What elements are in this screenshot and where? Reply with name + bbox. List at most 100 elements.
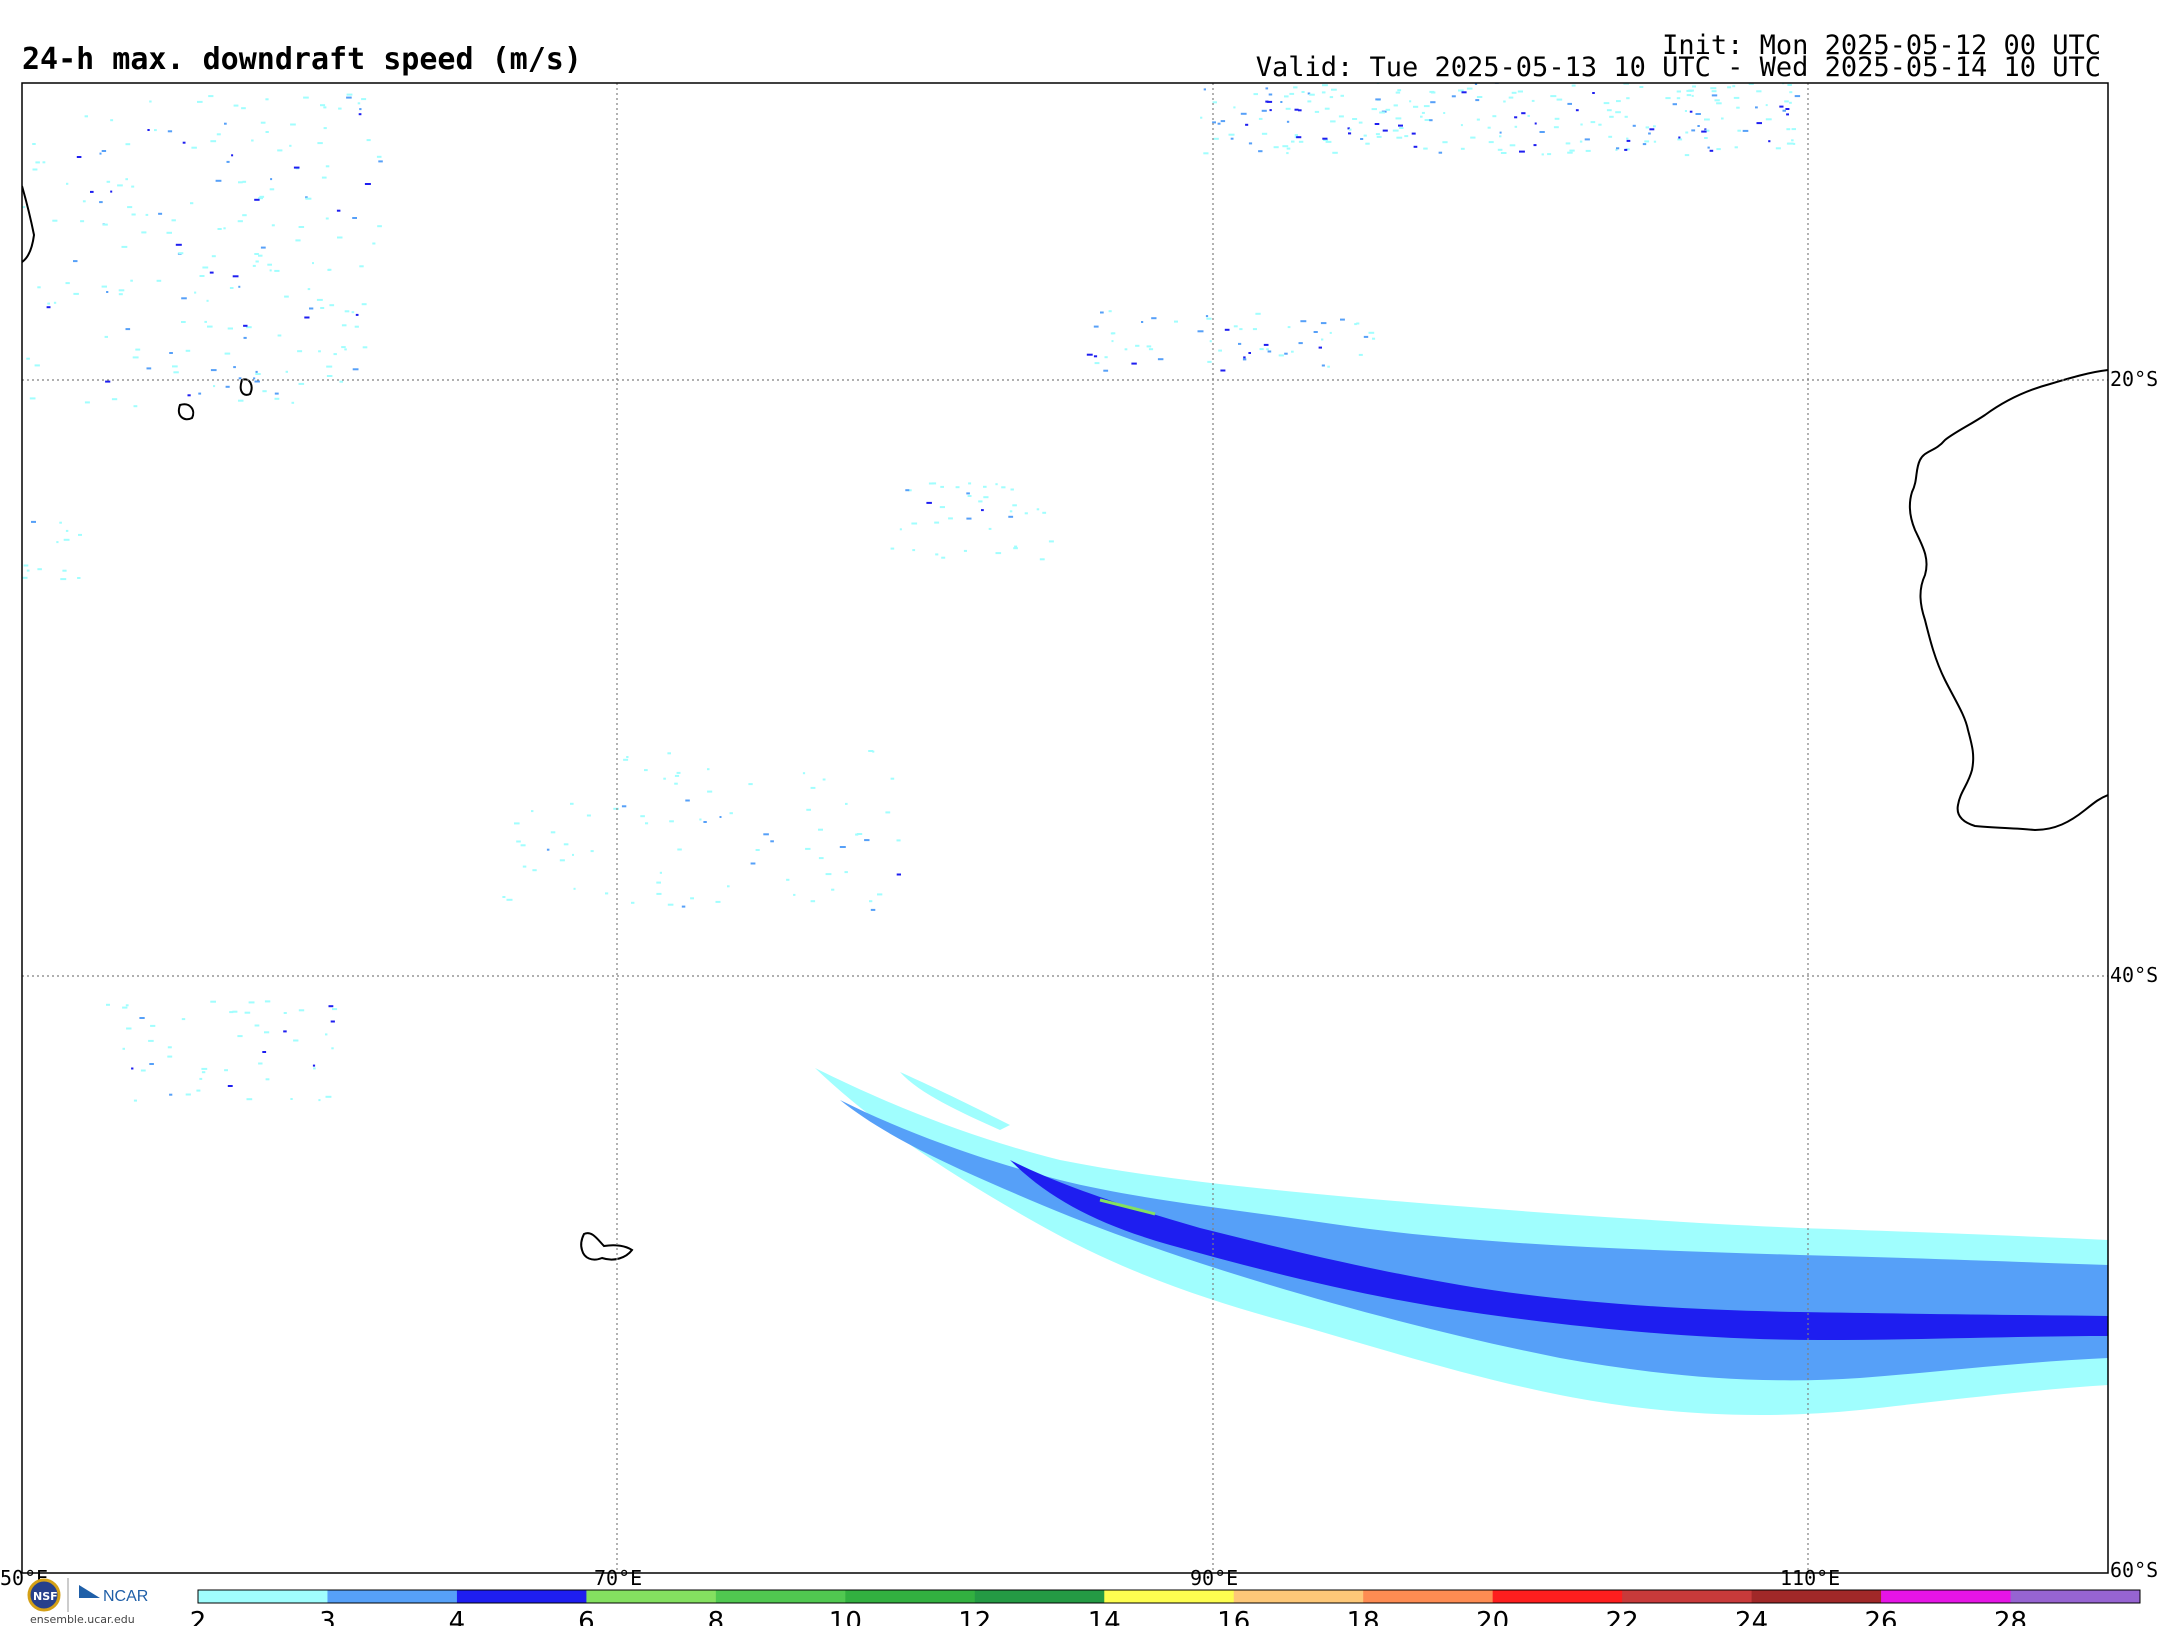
field-speckle [623, 758, 629, 761]
field-speckle [1779, 105, 1784, 108]
field-speckle [125, 328, 131, 331]
field-speckle [202, 266, 209, 269]
colorbar-tick-label: 2 [190, 1607, 207, 1626]
field-speckle [1704, 137, 1708, 139]
field-speckle [201, 1071, 206, 1074]
field-speckle [224, 122, 227, 125]
field-speckle [1258, 117, 1263, 120]
field-speckle [1413, 145, 1418, 148]
field-speckle [1238, 342, 1242, 345]
field-speckle [1354, 323, 1357, 326]
field-speckle [1716, 148, 1721, 151]
field-speckle [246, 1098, 253, 1101]
field-speckle [1554, 117, 1560, 120]
field-speckle [82, 200, 86, 203]
field-speckle [1212, 121, 1216, 124]
field-speckle [1329, 331, 1332, 334]
colorbar-swatch [456, 1590, 587, 1603]
field-speckle [1460, 124, 1463, 127]
field-speckle [269, 269, 272, 272]
field-speckle [1233, 106, 1236, 109]
field-speckle [1727, 86, 1732, 89]
field-speckle [1338, 115, 1344, 118]
field-speckle [1261, 109, 1267, 112]
field-speckle [321, 176, 327, 179]
field-speckle [1646, 79, 1648, 81]
colorbar-tick-label: 12 [958, 1607, 991, 1626]
field-speckle [1371, 108, 1377, 111]
field-speckle [1580, 123, 1583, 126]
field-speckle [995, 483, 998, 486]
field-speckle [211, 255, 216, 258]
field-speckle [550, 831, 556, 834]
field-speckle [855, 833, 859, 836]
field-speckle [1539, 131, 1545, 133]
field-speckle [2, 524, 7, 526]
field-speckle [1322, 84, 1328, 87]
colorbar-tick-label: 8 [708, 1607, 725, 1626]
field-speckle [1024, 512, 1028, 515]
field-speckle [251, 139, 254, 142]
field-speckle [1603, 102, 1610, 105]
field-speckle [1148, 348, 1154, 351]
field-speckle [1141, 321, 1144, 323]
colorbar-tick-label: 18 [1347, 1607, 1380, 1626]
field-speckle [1329, 96, 1334, 99]
field-speckle [1086, 353, 1093, 356]
field-speckle [699, 818, 702, 821]
field-speckle [831, 888, 835, 891]
field-speckle [870, 908, 876, 911]
field-speckle [312, 1064, 316, 1067]
field-speckle [685, 799, 690, 802]
field-speckle [1475, 78, 1480, 80]
field-speckle [896, 839, 901, 842]
field-speckle [644, 769, 648, 772]
field-speckle [1474, 83, 1478, 85]
field-speckle [572, 853, 574, 856]
field-speckle [125, 143, 131, 146]
field-speckle [178, 252, 184, 255]
field-speckle [1500, 79, 1504, 81]
field-speckle [912, 549, 916, 552]
field-speckle [1765, 118, 1772, 121]
colorbar-tick-label: 4 [449, 1607, 466, 1626]
field-speckle [1330, 120, 1336, 123]
field-speckle [190, 202, 194, 205]
field-speckle [15, 166, 20, 168]
field-speckle [1239, 328, 1243, 331]
field-speckle [1012, 504, 1017, 507]
field-speckle [166, 231, 172, 234]
field-speckle [34, 364, 40, 367]
field-speckle [238, 181, 243, 184]
field-speckle [131, 185, 135, 188]
colorbar-tick-label: 28 [1994, 1607, 2027, 1626]
field-speckle [1470, 136, 1476, 139]
field-speckle [233, 104, 239, 107]
field-speckle [681, 905, 686, 908]
field-speckle [1278, 354, 1284, 357]
field-speckle [715, 900, 721, 903]
field-speckle [667, 752, 671, 755]
colorbar-swatch [1622, 1590, 1753, 1603]
field-speckle [118, 289, 125, 292]
field-speckle [939, 506, 945, 509]
field-speckle [1385, 108, 1391, 111]
field-speckle [729, 812, 733, 815]
field-speckle [1458, 89, 1464, 92]
field-speckle [117, 184, 123, 187]
field-speckle [84, 401, 90, 404]
field-speckle [877, 893, 883, 896]
field-speckle [1253, 93, 1258, 96]
field-speckle [963, 549, 967, 552]
field-speckle [172, 365, 178, 368]
colorbar-tick-label: 22 [1606, 1607, 1639, 1626]
field-speckle [131, 213, 136, 216]
field-speckle [934, 521, 940, 524]
field-speckle [1429, 90, 1435, 93]
field-speckle [1786, 142, 1790, 145]
field-speckle [269, 188, 275, 191]
field-speckle [590, 850, 594, 853]
lon-label-90e: 90°E [1190, 1566, 1238, 1590]
field-speckle [274, 269, 280, 272]
field-speckle [1711, 90, 1717, 93]
